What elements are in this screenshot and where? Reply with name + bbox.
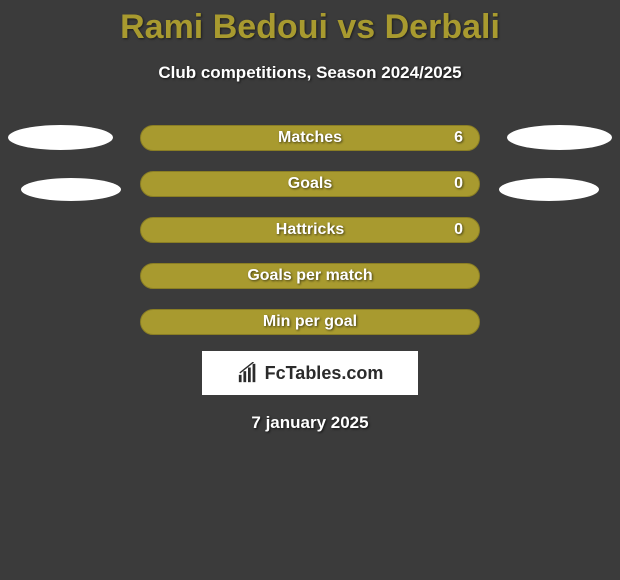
player-indicator-right-2 xyxy=(499,178,599,201)
stat-value: 6 xyxy=(454,129,463,147)
stat-value: 0 xyxy=(454,221,463,239)
main-container: Rami Bedoui vs Derbali Club competitions… xyxy=(0,0,620,580)
player-indicator-left-1 xyxy=(8,125,113,150)
stat-label: Goals per match xyxy=(247,267,372,285)
page-title: Rami Bedoui vs Derbali xyxy=(0,0,620,47)
stat-bar-matches: Matches 6 xyxy=(140,125,480,151)
stat-bars: Matches 6 Goals 0 Hattricks 0 Goals per … xyxy=(140,125,480,335)
player-indicator-left-2 xyxy=(21,178,121,201)
stat-label: Min per goal xyxy=(263,313,357,331)
stat-bar-min-per-goal: Min per goal xyxy=(140,309,480,335)
stats-area: Matches 6 Goals 0 Hattricks 0 Goals per … xyxy=(0,125,620,433)
stat-bar-goals: Goals 0 xyxy=(140,171,480,197)
stat-label: Goals xyxy=(288,175,332,193)
logo-text: FcTables.com xyxy=(265,363,384,384)
stat-value: 0 xyxy=(454,175,463,193)
stat-bar-hattricks: Hattricks 0 xyxy=(140,217,480,243)
chart-icon xyxy=(237,362,259,384)
player-indicator-right-1 xyxy=(507,125,612,150)
stat-bar-goals-per-match: Goals per match xyxy=(140,263,480,289)
logo-box: FcTables.com xyxy=(202,351,418,395)
stat-label: Matches xyxy=(278,129,342,147)
date-text: 7 january 2025 xyxy=(0,413,620,433)
stat-label: Hattricks xyxy=(276,221,344,239)
subtitle: Club competitions, Season 2024/2025 xyxy=(0,63,620,83)
